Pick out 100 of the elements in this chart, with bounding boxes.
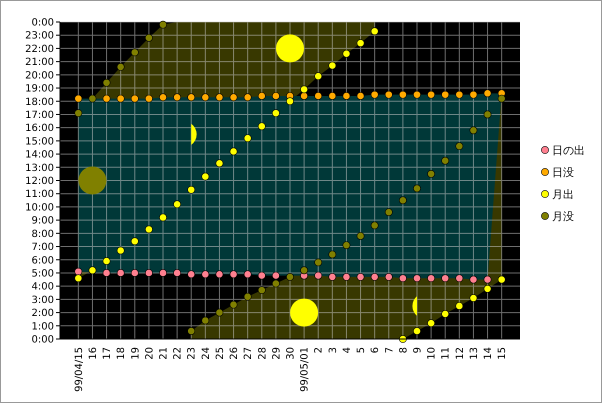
y-tick-label: 0:00 [32, 334, 54, 346]
point [314, 72, 322, 80]
point [244, 292, 252, 301]
x-tick-label: 10 [426, 347, 438, 360]
point [144, 269, 153, 277]
point [498, 94, 506, 102]
point [398, 274, 407, 282]
point [144, 34, 153, 42]
y-tick-label: 23:00 [25, 30, 54, 42]
point [328, 62, 336, 70]
point [258, 92, 266, 100]
point [314, 258, 322, 266]
x-tick-label: 28 [257, 347, 268, 360]
point [159, 269, 167, 277]
y-tick-label: 18:00 [25, 96, 54, 108]
x-tick-label: 6 [370, 347, 382, 354]
point [300, 85, 308, 94]
point [258, 122, 266, 130]
x-tick-label: 23 [186, 347, 198, 360]
point [484, 276, 492, 284]
x-tick-label: 22 [172, 347, 184, 360]
point [230, 270, 238, 278]
point [314, 272, 322, 280]
point [187, 327, 196, 335]
y-tick-label: 3:00 [32, 294, 54, 306]
x-tick-label: 14 [483, 347, 494, 360]
point [470, 90, 478, 99]
y-tick-label: 19:00 [25, 84, 54, 95]
x-tick-label: 25 [214, 347, 226, 360]
point [398, 90, 407, 99]
legend-label: 日没 [552, 166, 574, 179]
point [328, 92, 336, 100]
legend-label: 月没 [552, 210, 574, 223]
point [356, 273, 364, 281]
y-tick-label: 17:00 [25, 110, 54, 121]
point [384, 208, 393, 216]
point [116, 94, 125, 102]
x-tick-label: 2 [314, 347, 325, 354]
point [187, 186, 196, 194]
point [314, 92, 322, 100]
point [328, 273, 336, 281]
point [455, 142, 464, 150]
point [413, 90, 421, 99]
point [258, 272, 266, 280]
point [144, 94, 153, 102]
y-tick-label: 0:00 [32, 18, 54, 28]
point [272, 280, 280, 288]
x-tick-label: 99/05/01 [300, 347, 311, 392]
point [230, 300, 238, 309]
point [342, 241, 350, 250]
x-tick-label: 17 [102, 347, 114, 360]
y-tick-label: 21:00 [25, 57, 54, 68]
point [230, 93, 238, 102]
point [272, 92, 280, 100]
x-tick-label: 12 [454, 347, 466, 360]
point [102, 269, 110, 277]
point [88, 266, 96, 274]
point [159, 20, 167, 29]
point [484, 284, 492, 293]
point [498, 276, 506, 284]
x-tick-label: 3 [328, 347, 339, 354]
point [484, 110, 492, 118]
x-tick-label: 24 [200, 347, 212, 360]
x-tick-label: 16 [88, 347, 99, 360]
point [102, 257, 110, 265]
point [173, 269, 182, 277]
point [230, 148, 238, 156]
point [74, 268, 82, 276]
point [102, 94, 110, 102]
point [159, 93, 167, 102]
point [244, 93, 252, 102]
legend-label: 日の出 [552, 144, 585, 157]
y-tick-label: 2:00 [32, 308, 54, 320]
point [216, 308, 224, 316]
x-tick-label: 15 [497, 347, 508, 360]
point [356, 39, 364, 48]
x-tick-label: 27 [243, 347, 254, 360]
point [342, 273, 350, 281]
point [370, 90, 379, 99]
y-tick-label: 22:00 [25, 44, 54, 55]
point [258, 286, 266, 294]
point [173, 93, 182, 102]
x-tick-label: 30 [286, 347, 296, 360]
y-tick-label: 16:00 [25, 123, 54, 134]
point [88, 94, 96, 102]
y-tick-label: 13:00 [25, 162, 54, 174]
point [413, 184, 421, 192]
point [342, 92, 350, 100]
point [300, 92, 308, 100]
point [130, 237, 139, 246]
point [201, 93, 210, 102]
x-tick-label: 11 [440, 347, 452, 360]
point [455, 90, 464, 99]
point [187, 270, 196, 278]
x-tick-label: 19 [130, 347, 142, 360]
point [159, 214, 167, 222]
y-tick-label: 7:00 [32, 242, 54, 254]
x-tick-label: 7 [384, 347, 396, 354]
point [470, 276, 478, 284]
x-tick-label: 5 [356, 347, 368, 354]
